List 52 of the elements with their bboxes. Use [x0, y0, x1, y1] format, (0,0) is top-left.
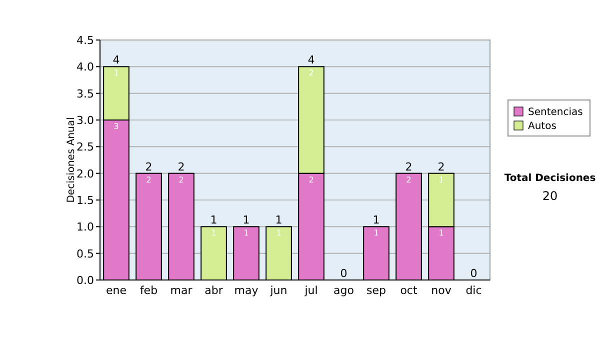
data-label: 1	[374, 228, 379, 238]
total-label: 2	[178, 160, 185, 174]
data-label: 2	[146, 175, 152, 184]
data-label: 1	[114, 68, 119, 78]
total-label: 1	[275, 214, 282, 227]
y-tick-label: 2.0	[76, 167, 94, 180]
y-tick-label: 2.5	[76, 140, 94, 154]
x-tick-label: jun	[269, 284, 288, 297]
text: 20	[542, 189, 558, 203]
data-label: 1	[276, 228, 282, 238]
x-tick-label: feb	[140, 284, 158, 297]
data-label: 3	[114, 122, 119, 131]
x-tick-label: oct	[400, 284, 418, 297]
data-label: 1	[438, 228, 444, 238]
data-label: 2	[308, 175, 314, 184]
total-label: 0	[470, 267, 478, 280]
data-label: 2	[178, 175, 184, 184]
legend-label: Autos	[528, 121, 556, 132]
y-tick-label: 1.0	[76, 220, 94, 234]
legend-label: Sentencias	[528, 107, 583, 118]
data-label: 2	[406, 175, 412, 184]
y-tick-label: 3.5	[76, 87, 94, 100]
total-label: 2	[405, 160, 412, 174]
y-tick-label: 4.0	[76, 60, 94, 74]
data-label: 1	[211, 228, 216, 238]
y-tick-label: 0.0	[76, 274, 94, 287]
x-tick-label: mar	[170, 284, 193, 297]
data-label: 1	[244, 228, 249, 238]
total-label: 2	[145, 160, 152, 174]
total-label: 1	[242, 214, 250, 227]
total-label: 1	[372, 214, 380, 227]
y-tick-label: 3.0	[76, 114, 94, 127]
data-label: 1	[438, 175, 444, 184]
x-tick-label: nov	[431, 284, 452, 297]
total-label: 4	[308, 54, 315, 67]
total-label: 0	[340, 267, 348, 280]
text: Total Decisiones	[504, 173, 596, 184]
y-tick-label: 4.5	[76, 34, 94, 47]
data-label: 2	[308, 68, 314, 78]
total-label: 4	[112, 54, 120, 67]
x-tick-label: dic	[466, 284, 482, 297]
y-axis-title: Decisiones Anual	[66, 117, 77, 203]
y-tick-label: 1.5	[76, 194, 94, 207]
x-tick-label: may	[234, 284, 259, 297]
x-tick-label: ago	[334, 284, 354, 297]
total-label: 1	[210, 214, 218, 227]
total-label: 2	[438, 160, 445, 174]
x-tick-label: sep	[366, 284, 386, 297]
y-tick-label: 0.5	[76, 247, 94, 260]
x-tick-label: abr	[204, 284, 224, 297]
x-tick-label: ene	[106, 284, 127, 297]
x-tick-label: jul	[304, 284, 318, 297]
